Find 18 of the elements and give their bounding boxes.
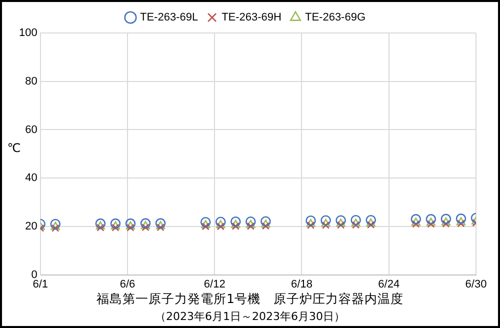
y-tick-label: 80	[25, 75, 38, 88]
legend-label: TE-263-69L	[140, 12, 198, 24]
legend-label: TE-263-69G	[304, 12, 366, 24]
x-tick-label: 6/24	[378, 278, 400, 290]
y-tick-label: 100	[18, 27, 38, 40]
x-tick-label: 6/30	[465, 278, 487, 290]
x-tick-label: 6/6	[120, 278, 136, 290]
text: 福島第一原子力発電所1号機 原子炉圧力容器内温度	[96, 291, 404, 308]
x-tick-label: 6/12	[204, 278, 226, 290]
text: （2023年6月1日～2023年6月30日）	[154, 309, 346, 324]
x-tick-label: 6/1	[32, 278, 48, 290]
x-tick-label: 6/18	[291, 278, 312, 290]
legend-label: TE-263-69H	[222, 12, 282, 24]
y-tick-label: 0	[31, 268, 38, 281]
y-axis-title: ℃	[7, 141, 21, 156]
y-tick-label: 60	[25, 124, 38, 136]
y-tick-label: 20	[25, 220, 38, 232]
y-tick-label: 40	[25, 172, 38, 184]
